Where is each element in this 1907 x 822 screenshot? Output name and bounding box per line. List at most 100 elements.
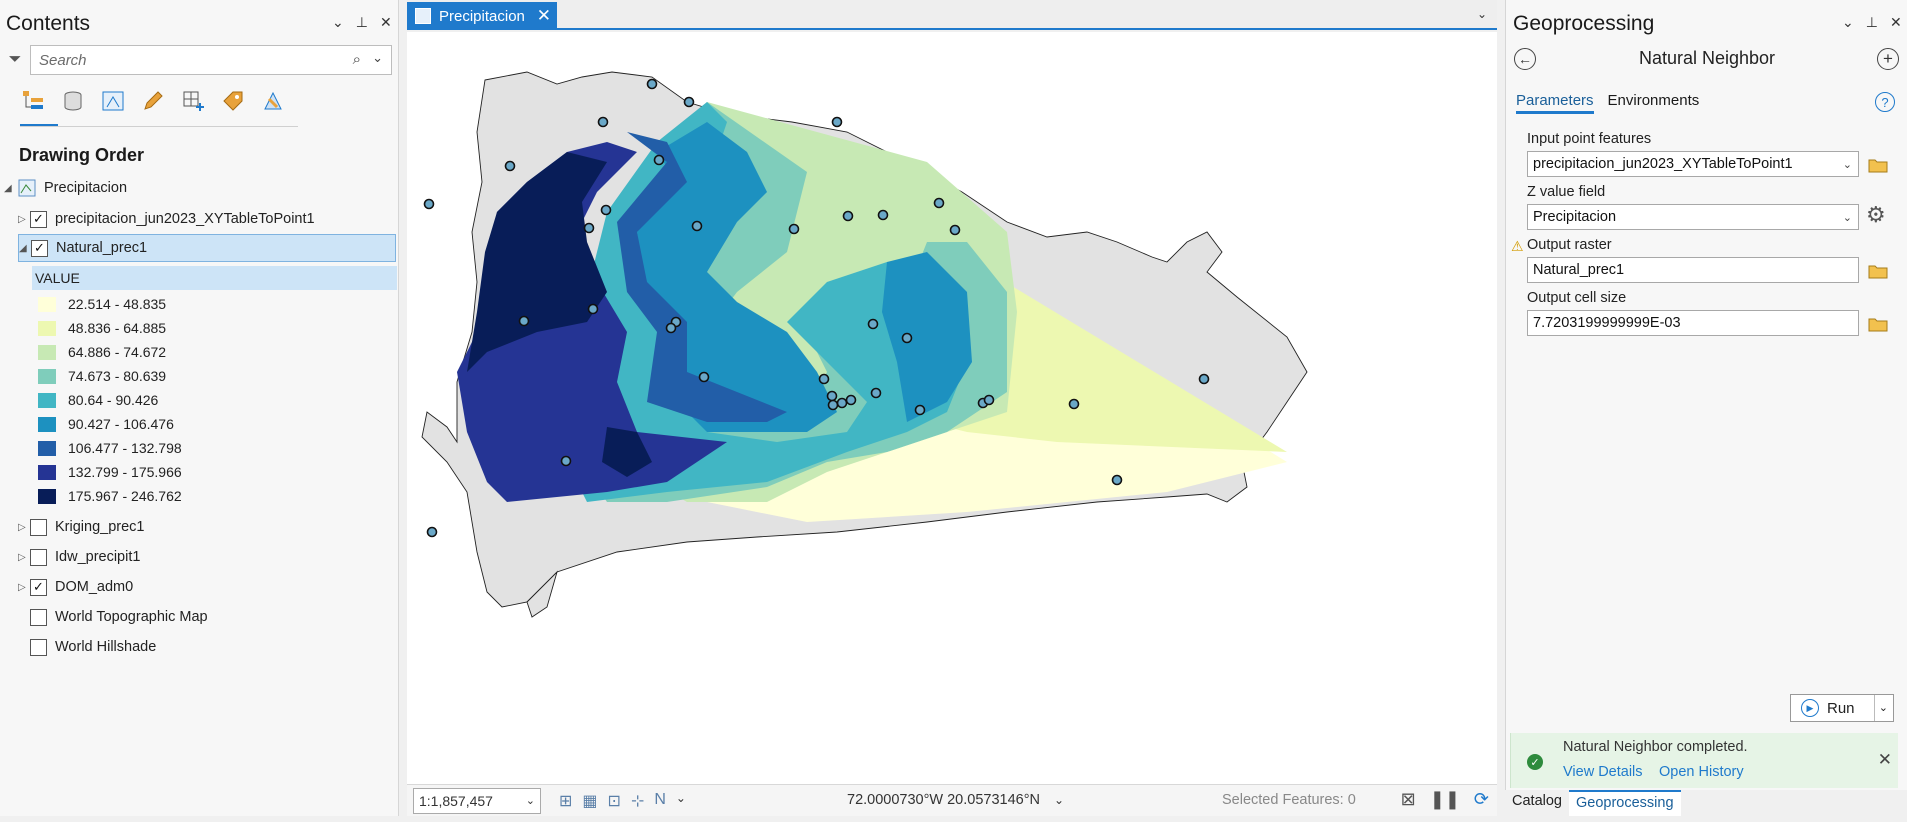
sample-point[interactable]	[653, 154, 665, 166]
list-by-drawing-order-icon[interactable]	[20, 88, 46, 114]
sample-point[interactable]	[818, 373, 830, 385]
warning-icon[interactable]: ⚠	[1511, 238, 1524, 254]
run-button[interactable]: ▶ Run ⌄	[1790, 694, 1894, 722]
chevron-down-icon[interactable]: ⌄	[332, 14, 344, 30]
expand-triangle-icon[interactable]: ▷	[18, 521, 26, 533]
layer-row-world-topographic[interactable]: World Topographic Map	[30, 603, 208, 631]
chevron-down-icon[interactable]: ⌄	[372, 50, 383, 65]
add-icon[interactable]: +	[1877, 48, 1899, 70]
snapping-icon[interactable]: ⊡	[607, 792, 621, 810]
filter-icon[interactable]: ⊠	[1400, 789, 1416, 809]
layer-row-dom-adm0[interactable]: ▷ ✓ DOM_adm0	[18, 573, 133, 601]
tab-parameters[interactable]: Parameters	[1516, 92, 1594, 114]
list-by-source-icon[interactable]	[60, 88, 86, 114]
sample-point[interactable]	[877, 209, 889, 221]
sample-point[interactable]	[646, 78, 658, 90]
sample-point[interactable]	[587, 303, 599, 315]
layer-visibility-checkbox[interactable]	[30, 608, 47, 626]
sample-point[interactable]	[842, 210, 854, 222]
output-raster-field[interactable]: Natural_prec1	[1527, 257, 1859, 283]
tab-precipitacion[interactable]: Precipitacion ✕	[407, 2, 557, 30]
pause-icon[interactable]: ❚❚	[1429, 789, 1460, 809]
tab-geoprocessing[interactable]: Geoprocessing	[1568, 790, 1681, 816]
sample-point[interactable]	[933, 197, 945, 209]
layer-visibility-checkbox[interactable]: ✓	[31, 239, 48, 257]
folder-icon[interactable]	[1868, 263, 1888, 279]
sample-point[interactable]	[788, 223, 800, 235]
sample-point[interactable]	[831, 116, 843, 128]
list-by-editing-icon[interactable]	[140, 88, 166, 114]
layer-visibility-checkbox[interactable]	[30, 518, 47, 536]
sample-point[interactable]	[914, 404, 926, 416]
list-by-snapping-icon[interactable]	[180, 88, 206, 114]
contents-search-input[interactable]: Search ⌕ ⌄	[30, 45, 392, 75]
expand-triangle-icon[interactable]: ▷	[18, 213, 26, 225]
expand-triangle-icon[interactable]: ◢	[19, 242, 27, 254]
help-icon[interactable]: ?	[1875, 92, 1895, 112]
chevron-down-icon[interactable]: ⌄	[1878, 702, 1888, 714]
sample-point[interactable]	[600, 204, 612, 216]
back-icon[interactable]: ←	[1514, 48, 1536, 70]
sample-point[interactable]	[665, 322, 677, 334]
sample-point[interactable]	[1068, 398, 1080, 410]
layer-visibility-checkbox[interactable]	[30, 638, 47, 656]
sample-point[interactable]	[698, 371, 710, 383]
close-icon[interactable]: ✕	[536, 6, 551, 25]
scale-dropdown[interactable]: 1:1,857,457 ⌄	[413, 787, 541, 814]
folder-icon[interactable]	[1868, 157, 1888, 173]
map-canvas[interactable]	[385, 32, 1497, 784]
close-icon[interactable]: ✕	[1877, 750, 1892, 769]
sample-point[interactable]	[949, 224, 961, 236]
layer-row-xy-points[interactable]: ▷ ✓ precipitacion_jun2023_XYTableToPoint…	[18, 205, 315, 233]
sample-point[interactable]	[423, 198, 435, 210]
sample-point[interactable]	[867, 318, 879, 330]
search-icon[interactable]: ⌕	[352, 51, 361, 68]
sample-point[interactable]	[901, 332, 913, 344]
layer-row-world-hillshade[interactable]: World Hillshade	[30, 633, 156, 661]
map-svg[interactable]	[385, 32, 1497, 784]
pin-icon[interactable]: ⊥	[355, 14, 368, 30]
view-details-link[interactable]: View Details	[1563, 764, 1643, 780]
grid-icon[interactable]: ▦	[582, 792, 598, 810]
open-history-link[interactable]: Open History	[1659, 764, 1744, 780]
sample-point[interactable]	[683, 96, 695, 108]
sample-point[interactable]	[518, 315, 530, 327]
sample-point[interactable]	[870, 387, 882, 399]
sample-point[interactable]	[583, 222, 595, 234]
sample-point[interactable]	[836, 397, 848, 409]
chevron-down-icon[interactable]: ⌄	[525, 794, 535, 807]
layer-row-kriging[interactable]: ▷ Kriging_prec1	[18, 513, 144, 541]
sample-point[interactable]	[827, 399, 839, 411]
folder-icon[interactable]	[1868, 316, 1888, 332]
fixed-zoom-icon[interactable]: ⊞	[559, 792, 573, 810]
chevron-down-icon[interactable]: ⌄	[675, 790, 686, 805]
sample-point[interactable]	[983, 394, 995, 406]
chevron-down-icon[interactable]: ⌄	[1476, 7, 1487, 21]
sample-point[interactable]	[597, 116, 609, 128]
chevron-down-icon[interactable]: ⌄	[1842, 159, 1852, 171]
coordinate-readout[interactable]: 72.0000730°W 20.0573146°N ⌄	[847, 792, 1065, 808]
expand-triangle-icon[interactable]: ▷	[18, 551, 26, 563]
list-by-selection-icon[interactable]	[100, 88, 126, 114]
chevron-down-icon[interactable]: ⌄	[1054, 793, 1065, 807]
tab-environments[interactable]: Environments	[1607, 92, 1700, 109]
close-icon[interactable]: ✕	[1889, 14, 1902, 30]
chevron-down-icon[interactable]: ⌄	[1842, 14, 1854, 30]
layer-visibility-checkbox[interactable]: ✓	[30, 578, 47, 596]
sample-point[interactable]	[504, 160, 516, 172]
selected-features-count[interactable]: Selected Features: 0	[1222, 792, 1356, 808]
list-by-perspective-imagery-icon[interactable]	[260, 88, 286, 114]
measure-icon[interactable]: ⊹	[630, 792, 645, 810]
layer-row-natural-prec1[interactable]: ◢ ✓ Natural_prec1	[18, 234, 396, 262]
output-cell-size-field[interactable]: 7.7203199999999E-03	[1527, 310, 1859, 336]
sample-point[interactable]	[845, 394, 857, 406]
sample-point[interactable]	[426, 526, 438, 538]
sample-point[interactable]	[826, 390, 838, 402]
refresh-icon[interactable]: ⟳	[1473, 789, 1489, 809]
layer-visibility-checkbox[interactable]: ✓	[30, 210, 47, 228]
z-value-field[interactable]: Precipitacion ⌄	[1527, 204, 1859, 230]
expand-triangle-icon[interactable]: ▷	[18, 581, 26, 593]
sample-point[interactable]	[560, 455, 572, 467]
sample-point[interactable]	[1198, 373, 1210, 385]
sample-point[interactable]	[691, 220, 703, 232]
